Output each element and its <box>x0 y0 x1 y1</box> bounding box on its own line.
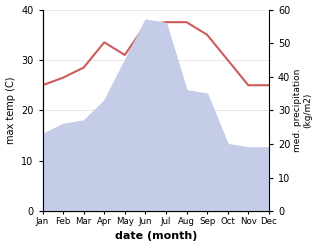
X-axis label: date (month): date (month) <box>114 231 197 242</box>
Y-axis label: max temp (C): max temp (C) <box>5 77 16 144</box>
Y-axis label: med. precipitation
(kg/m2): med. precipitation (kg/m2) <box>293 69 313 152</box>
